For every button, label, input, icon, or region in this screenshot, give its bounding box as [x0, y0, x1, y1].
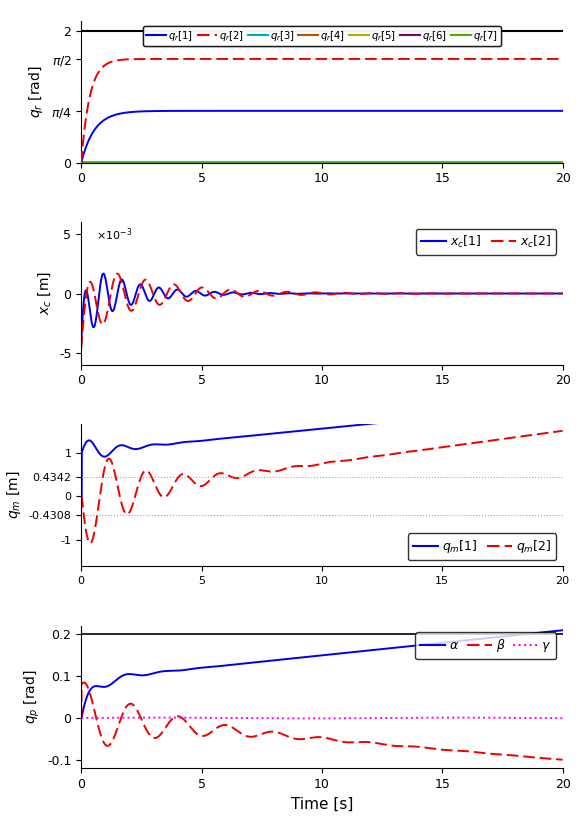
Y-axis label: $q_r$ [rad]: $q_r$ [rad] [27, 65, 45, 118]
Y-axis label: $q_m$ [m]: $q_m$ [m] [5, 471, 23, 520]
Legend: $x_c[1]$, $x_c[2]$: $x_c[1]$, $x_c[2]$ [416, 229, 556, 254]
X-axis label: Time [s]: Time [s] [291, 796, 353, 811]
Legend: $q_r[1]$, $q_r[2]$, $q_r[3]$, $q_r[4]$, $q_r[5]$, $q_r[6]$, $q_r[7]$: $q_r[1]$, $q_r[2]$, $q_r[3]$, $q_r[4]$, … [143, 26, 501, 45]
Legend: $\alpha$, $\beta$, $\gamma$: $\alpha$, $\beta$, $\gamma$ [415, 633, 556, 659]
Y-axis label: $x_c$ [m]: $x_c$ [m] [37, 272, 53, 316]
Text: $\times 10^{-3}$: $\times 10^{-3}$ [96, 226, 132, 244]
Y-axis label: $q_p$ [rad]: $q_p$ [rad] [22, 670, 42, 724]
Legend: $q_m[1]$, $q_m[2]$: $q_m[1]$, $q_m[2]$ [408, 533, 556, 560]
